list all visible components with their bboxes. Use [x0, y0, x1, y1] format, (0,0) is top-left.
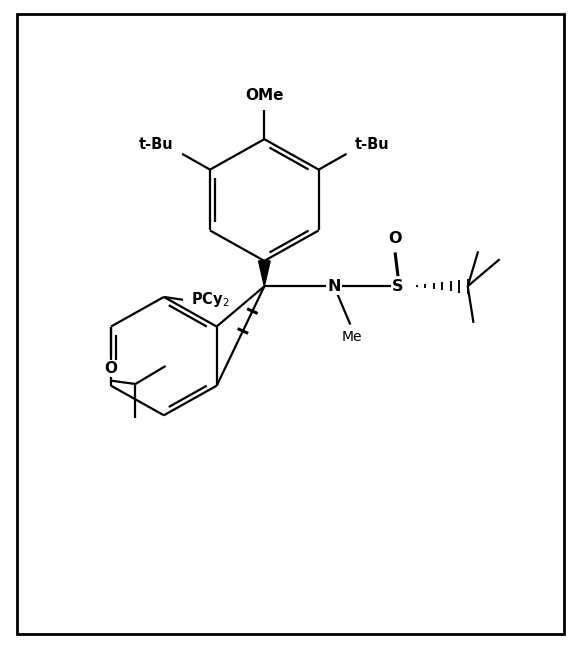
- Text: Me: Me: [342, 330, 363, 344]
- Text: PCy$_2$: PCy$_2$: [191, 290, 229, 309]
- Text: O: O: [388, 231, 402, 246]
- Text: t-Bu: t-Bu: [139, 137, 174, 152]
- Text: OMe: OMe: [245, 87, 284, 103]
- Text: O: O: [105, 361, 117, 376]
- Text: S: S: [392, 279, 404, 294]
- Text: N: N: [327, 279, 341, 294]
- Text: t-Bu: t-Bu: [355, 137, 389, 152]
- Polygon shape: [259, 261, 270, 286]
